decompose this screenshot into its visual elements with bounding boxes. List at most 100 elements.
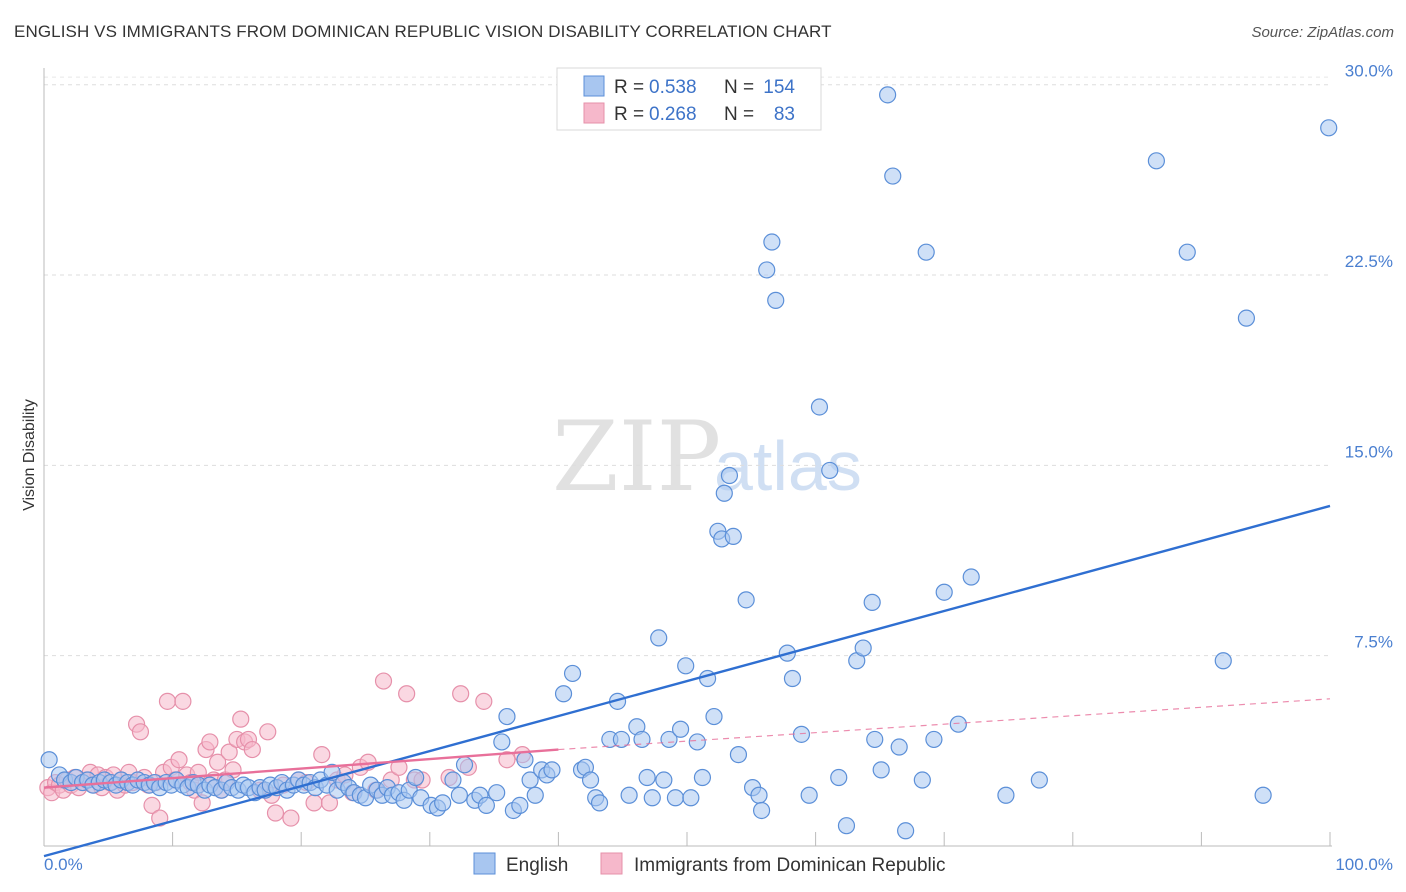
english-point bbox=[863, 593, 881, 611]
dominican-point bbox=[452, 685, 470, 703]
y-tick-label: 7.5% bbox=[1354, 633, 1393, 652]
dominican-point bbox=[143, 796, 161, 814]
axes: 7.5% 15.0% 22.5% 30.0% 0.0% 100.0% bbox=[43, 62, 1393, 874]
english-point bbox=[935, 583, 953, 601]
english-point bbox=[792, 725, 811, 743]
english-point bbox=[715, 484, 733, 502]
english-point bbox=[620, 786, 638, 804]
bottom-legend-swatch-english bbox=[473, 852, 496, 875]
english-point bbox=[581, 771, 600, 789]
dominican-point bbox=[266, 804, 285, 822]
english-trend-line bbox=[43, 504, 1331, 858]
english-point bbox=[997, 786, 1015, 804]
dominican-point bbox=[475, 692, 493, 710]
watermark-atlas: atlas bbox=[714, 427, 862, 505]
english-point bbox=[830, 768, 848, 787]
english-point bbox=[1147, 152, 1165, 170]
english-point bbox=[1237, 309, 1256, 327]
english-point bbox=[526, 786, 544, 804]
english-point bbox=[455, 756, 474, 774]
english-point bbox=[1030, 771, 1048, 789]
english-point bbox=[521, 771, 539, 789]
dominican-point bbox=[220, 743, 238, 761]
english-point bbox=[511, 796, 529, 814]
english-point bbox=[913, 771, 931, 789]
english-point bbox=[488, 784, 506, 802]
english-point bbox=[1178, 243, 1196, 261]
watermark-zip: ZIP bbox=[552, 401, 721, 513]
english-point bbox=[872, 761, 890, 779]
english-point bbox=[554, 685, 573, 703]
legend-r-value-1: 0.538 bbox=[649, 77, 697, 98]
x-tick-label: 100.0% bbox=[1335, 855, 1393, 874]
dominican-point bbox=[243, 740, 261, 759]
dominican-point bbox=[374, 672, 393, 690]
bottom-legend-english: English bbox=[506, 855, 568, 876]
english-point bbox=[666, 789, 685, 807]
dominican-point bbox=[282, 809, 300, 827]
english-point bbox=[925, 730, 943, 749]
dominican-point bbox=[209, 753, 227, 771]
english-point bbox=[884, 167, 902, 185]
english-point bbox=[563, 664, 582, 683]
english-point bbox=[643, 789, 661, 807]
english-point bbox=[750, 786, 768, 804]
english-point bbox=[477, 796, 495, 814]
chart-source: Source: ZipAtlas.com bbox=[1251, 24, 1394, 41]
english-point bbox=[650, 629, 668, 647]
y-tick-label: 15.0% bbox=[1345, 442, 1393, 461]
english-point bbox=[837, 817, 856, 835]
legend-swatch-dominican bbox=[583, 102, 605, 124]
dominican-point bbox=[174, 692, 192, 710]
english-point bbox=[450, 786, 468, 804]
dominican-point bbox=[313, 746, 331, 764]
y-axis-label: Vision Disability bbox=[21, 399, 38, 511]
english-point bbox=[671, 720, 690, 738]
dominican-trend-extension bbox=[558, 698, 1331, 751]
dominican-point bbox=[498, 751, 516, 769]
english-point bbox=[590, 794, 609, 812]
dominican-point bbox=[320, 794, 339, 812]
english-point bbox=[810, 398, 829, 416]
dominican-point bbox=[170, 751, 188, 769]
english-point bbox=[962, 568, 980, 586]
dominican-point bbox=[305, 794, 323, 812]
dominican-point bbox=[201, 733, 219, 751]
dominican-point bbox=[398, 685, 416, 703]
english-point bbox=[612, 730, 631, 749]
legend-r-label-1: R = bbox=[614, 77, 644, 98]
english-point bbox=[677, 657, 695, 675]
english-point bbox=[800, 786, 818, 804]
legend: R = 0.538 N = 154 R = 0.268 N = 83 bbox=[556, 67, 822, 131]
english-point bbox=[638, 768, 656, 787]
english-point bbox=[516, 751, 534, 769]
legend-r-value-2: 0.268 bbox=[649, 104, 697, 125]
english-point bbox=[1214, 652, 1232, 670]
english-point bbox=[767, 291, 785, 309]
english-point bbox=[407, 768, 425, 787]
bottom-legend: English Immigrants from Dominican Republ… bbox=[473, 852, 946, 876]
legend-n-value-1: 154 bbox=[763, 77, 795, 98]
english-point bbox=[543, 761, 561, 779]
english-point bbox=[688, 733, 706, 751]
english-point bbox=[783, 669, 802, 688]
legend-n-label-2: N = bbox=[724, 104, 754, 125]
dominican-point bbox=[131, 723, 150, 741]
legend-swatch-english bbox=[583, 75, 605, 97]
english-point bbox=[758, 261, 776, 279]
grid bbox=[44, 76, 1330, 657]
english-point bbox=[720, 466, 739, 485]
dominican-point bbox=[158, 692, 177, 710]
english-point bbox=[682, 789, 700, 807]
bottom-legend-dominican: Immigrants from Dominican Republic bbox=[634, 855, 946, 876]
english-point bbox=[493, 733, 511, 751]
y-tick-label: 22.5% bbox=[1345, 252, 1393, 271]
english-point bbox=[752, 801, 771, 820]
data-points bbox=[39, 86, 1338, 840]
english-point bbox=[890, 738, 908, 756]
english-point bbox=[949, 715, 967, 733]
english-point bbox=[917, 243, 935, 261]
english-point bbox=[724, 527, 742, 546]
english-point bbox=[1254, 786, 1272, 804]
